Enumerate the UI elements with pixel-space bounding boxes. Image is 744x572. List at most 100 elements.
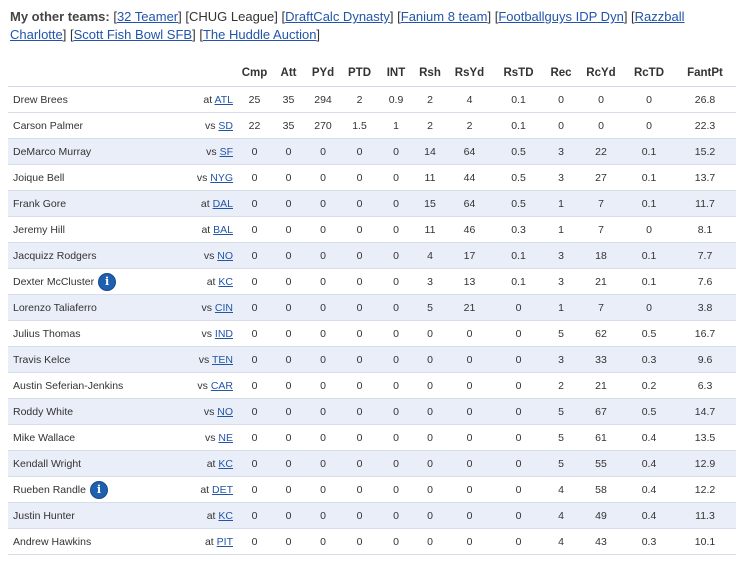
opponent-link[interactable]: ATL — [214, 93, 233, 106]
team-link[interactable]: The Huddle Auction — [202, 27, 317, 42]
stat-cell: 0 — [341, 502, 378, 529]
stat-cell: 0 — [624, 86, 674, 113]
opponent-link[interactable]: NYG — [210, 171, 233, 184]
stat-cell: 0 — [378, 164, 414, 191]
stat-cell: 22 — [578, 138, 624, 165]
stat-cell: 5 — [544, 450, 578, 477]
stat-cell: 0 — [493, 398, 544, 425]
stat-cell: 0 — [272, 424, 305, 451]
stat-cell: 0.4 — [624, 424, 674, 451]
stat-cell: 0 — [341, 190, 378, 217]
stat-cell: 0 — [446, 346, 493, 373]
stat-cell: 27 — [578, 164, 624, 191]
stat-cell: 2 — [544, 372, 578, 399]
stat-cell: 0 — [414, 424, 446, 451]
table-row: Jeremy Hill at BAL 0 0 0 0 0 11 46 0.3 1 7 0 8.1 — [8, 216, 736, 243]
stat-cell: 0 — [341, 242, 378, 269]
player-cell: Travis Kelce — [8, 346, 180, 373]
player-cell: Jeremy Hill — [8, 216, 180, 243]
stat-cell: 7 — [578, 294, 624, 321]
stat-cell: 0 — [378, 528, 414, 555]
team-link[interactable]: Razzball Charlotte — [10, 9, 685, 42]
stat-cell: 0 — [446, 528, 493, 555]
stat-cell: 61 — [578, 424, 624, 451]
player-cell: Julius Thomas — [8, 320, 180, 347]
stat-cell: 21 — [446, 294, 493, 321]
table-row: Joique Bell vs NYG 0 0 0 0 0 11 44 0.5 3 27 0.1 13.7 — [8, 164, 736, 191]
stat-cell: 0 — [378, 294, 414, 321]
opponent-cell: vs NO — [180, 242, 237, 269]
home-away-prefix: vs — [206, 145, 217, 158]
stat-cell: 7 — [578, 190, 624, 217]
stat-cell: 12.9 — [674, 450, 736, 477]
stat-cell: 0 — [272, 190, 305, 217]
opponent-link[interactable]: DAL — [212, 197, 233, 210]
stat-cell: 0.1 — [493, 112, 544, 139]
stat-cell: 43 — [578, 528, 624, 555]
opponent-link[interactable]: TEN — [212, 353, 233, 366]
opponent-link[interactable]: NO — [217, 405, 233, 418]
stat-cell: 5 — [544, 398, 578, 425]
stat-cell: 0 — [305, 424, 341, 451]
stat-cell: 0 — [493, 372, 544, 399]
column-header: Rec — [544, 60, 578, 87]
home-away-prefix: vs — [201, 301, 212, 314]
stat-cell: 11 — [414, 216, 446, 243]
opponent-link[interactable]: BAL — [213, 223, 233, 236]
opponent-link[interactable]: CAR — [210, 379, 233, 392]
stat-cell: 2 — [414, 86, 446, 113]
info-icon[interactable]: i — [89, 480, 108, 499]
other-teams-bar: My other teams: [32 Teamer] [CHUG League… — [10, 8, 735, 44]
opponent-link[interactable]: NO — [217, 249, 233, 262]
stat-cell: 0 — [237, 476, 272, 503]
stat-cell: 3.8 — [674, 294, 736, 321]
stat-cell: 0 — [237, 424, 272, 451]
stat-cell: 0 — [378, 320, 414, 347]
stat-cell: 9.6 — [674, 346, 736, 373]
player-cell: Rueben Randle i — [8, 476, 180, 503]
opponent-link[interactable]: CIN — [214, 301, 233, 314]
stat-cell: 0 — [414, 372, 446, 399]
stat-cell: 0 — [272, 164, 305, 191]
stat-cell: 270 — [305, 112, 341, 139]
table-row: Justin Hunter at KC 0 0 0 0 0 0 0 0 4 49 0.4 11.3 — [8, 502, 736, 529]
column-header — [8, 60, 180, 87]
table-row: Lorenzo Taliaferro vs CIN 0 0 0 0 0 5 21 0 1 7 0 3.8 — [8, 294, 736, 321]
stat-cell: 25 — [237, 86, 272, 113]
stat-cell: 0 — [378, 346, 414, 373]
table-body: Drew Brees at ATL 25 35 294 2 0.9 2 4 0.1 0 0 0 26.8 C… — [8, 86, 736, 555]
opponent-link[interactable]: NE — [218, 431, 233, 444]
opponent-link[interactable]: KC — [218, 509, 233, 522]
stat-cell: 3 — [544, 138, 578, 165]
opponent-link[interactable]: DET — [212, 483, 233, 496]
team-link[interactable]: Fanium 8 team — [400, 9, 488, 24]
opponent-link[interactable]: KC — [218, 275, 233, 288]
player-cell: Carson Palmer — [8, 112, 180, 139]
opponent-link[interactable]: PIT — [216, 535, 233, 548]
table-row: Mike Wallace vs NE 0 0 0 0 0 0 0 0 5 61 0.4 13.5 — [8, 424, 736, 451]
stat-cell: 0 — [624, 112, 674, 139]
stat-cell: 0 — [237, 320, 272, 347]
table-row: Kendall Wright at KC 0 0 0 0 0 0 0 0 5 55 0.4 12.9 — [8, 450, 736, 477]
info-icon[interactable]: i — [98, 272, 117, 291]
stat-cell: 44 — [446, 164, 493, 191]
team-link[interactable]: DraftCalc Dynasty — [285, 9, 390, 24]
stat-cell: 0 — [237, 450, 272, 477]
stat-cell: 0 — [272, 450, 305, 477]
opponent-link[interactable]: SD — [218, 119, 233, 132]
team-link[interactable]: Footballguys IDP Dyn — [498, 9, 624, 24]
stat-cell: 0.2 — [624, 372, 674, 399]
team-link[interactable]: 32 Teamer — [116, 9, 179, 24]
opponent-link[interactable]: KC — [218, 457, 233, 470]
player-cell: DeMarco Murray — [8, 138, 180, 165]
opponent-link[interactable]: SF — [219, 145, 233, 158]
stat-cell: 0 — [446, 476, 493, 503]
stat-cell: 0 — [341, 268, 378, 295]
stat-cell: 0 — [446, 450, 493, 477]
player-cell: Austin Seferian-Jenkins — [8, 372, 180, 399]
opponent-link[interactable]: IND — [214, 327, 233, 340]
stat-cell: 0.4 — [624, 450, 674, 477]
team-link[interactable]: Scott Fish Bowl SFB — [73, 27, 193, 42]
stat-cell: 16.7 — [674, 320, 736, 347]
stat-cell: 0 — [305, 502, 341, 529]
